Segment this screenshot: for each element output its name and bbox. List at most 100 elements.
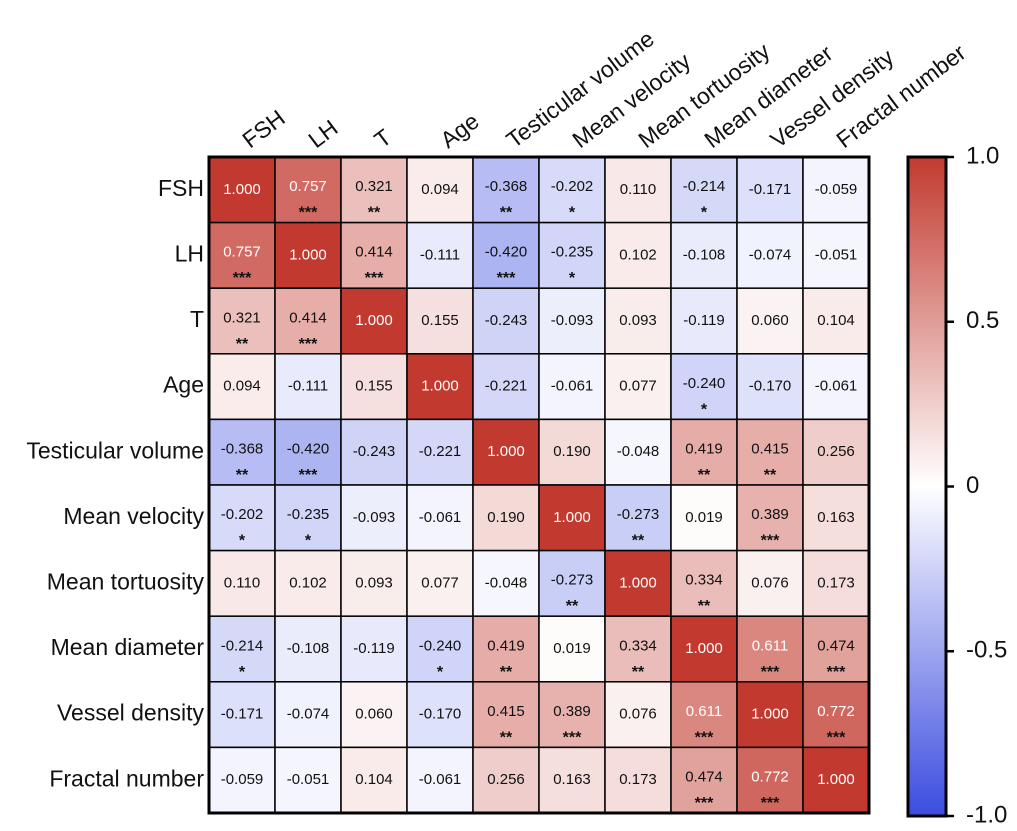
colorbar-ticks: 1.0 0.5 0 -0.5 -1.0 bbox=[946, 142, 1007, 828]
heatmap-cell: 0.611 *** bbox=[670, 681, 738, 749]
cell-value: 0.256 bbox=[817, 443, 855, 460]
cell-value: 1.000 bbox=[487, 443, 525, 460]
heatmap-cell: 0.389 *** bbox=[736, 484, 804, 552]
cell-rect bbox=[538, 156, 606, 224]
heatmap-cell: 0.334 ** bbox=[604, 615, 672, 683]
cell-significance: *** bbox=[497, 270, 516, 287]
cell-rect bbox=[472, 681, 540, 749]
cell-value: 0.757 bbox=[223, 244, 261, 261]
cell-value: 0.093 bbox=[355, 574, 393, 591]
row-label: Mean diameter bbox=[51, 634, 205, 660]
cell-value: 0.173 bbox=[817, 574, 855, 591]
cell-value: -0.059 bbox=[221, 771, 264, 788]
heatmap-cell: 0.321 ** bbox=[208, 287, 276, 355]
cell-rect bbox=[340, 484, 408, 552]
cell-value: -0.243 bbox=[353, 443, 396, 460]
heatmap-cell: -0.093 bbox=[340, 484, 408, 552]
cell-significance: * bbox=[305, 533, 312, 550]
heatmap-cell: -0.368 ** bbox=[472, 156, 540, 224]
cell-rect bbox=[208, 746, 276, 814]
heatmap-cell: 0.190 bbox=[538, 418, 606, 486]
cell-value: 0.334 bbox=[619, 637, 657, 654]
cell-value: 0.173 bbox=[619, 771, 657, 788]
heatmap-cell: 0.076 bbox=[736, 549, 804, 617]
cell-value: -0.061 bbox=[815, 378, 858, 395]
cell-value: -0.093 bbox=[551, 312, 594, 329]
cell-rect bbox=[274, 418, 342, 486]
cell-rect bbox=[736, 353, 804, 421]
heatmap-cell: -0.059 bbox=[208, 746, 276, 814]
cell-value: 0.611 bbox=[686, 703, 722, 720]
cell-rect bbox=[604, 615, 672, 683]
cell-rect bbox=[670, 156, 738, 224]
cell-significance: ** bbox=[698, 598, 711, 615]
heatmap-cell: -0.048 bbox=[472, 549, 540, 617]
cell-value: 0.321 bbox=[355, 178, 393, 195]
cell-value: -0.061 bbox=[551, 378, 594, 395]
cell-value: -0.093 bbox=[353, 509, 396, 526]
heatmap-cell: -0.235 * bbox=[538, 221, 606, 289]
cell-value: 0.772 bbox=[751, 769, 789, 786]
row-label: LH bbox=[175, 240, 204, 266]
cell-significance: ** bbox=[236, 467, 249, 484]
cell-rect bbox=[604, 221, 672, 289]
cell-value: 0.163 bbox=[553, 771, 591, 788]
heatmap-cell: -0.061 bbox=[406, 484, 474, 552]
cell-rect bbox=[736, 221, 804, 289]
heatmap-cell: 0.414 *** bbox=[274, 287, 342, 355]
cell-value: -0.273 bbox=[551, 572, 594, 589]
column-label: LH bbox=[303, 115, 342, 153]
heatmap-cell: -0.240 * bbox=[670, 353, 738, 421]
heatmap-cell: 0.190 bbox=[472, 484, 540, 552]
cell-significance: *** bbox=[827, 664, 846, 681]
cell-rect bbox=[406, 221, 474, 289]
heatmap-cell: 0.076 bbox=[604, 681, 672, 749]
cell-significance: *** bbox=[299, 336, 318, 353]
heatmap-cell: 1.000 bbox=[406, 353, 474, 421]
cell-value: -0.235 bbox=[551, 244, 594, 261]
heatmap-cell: 0.772 *** bbox=[736, 746, 804, 814]
heatmap-cell: 0.102 bbox=[274, 549, 342, 617]
row-label: Age bbox=[163, 372, 204, 398]
cell-significance: ** bbox=[236, 336, 249, 353]
heatmap-cell: -0.119 bbox=[670, 287, 738, 355]
cell-significance: ** bbox=[368, 205, 381, 222]
colorbar-tick-label: 1.0 bbox=[966, 142, 999, 169]
heatmap-cell: -0.243 bbox=[340, 418, 408, 486]
cell-rect bbox=[538, 746, 606, 814]
cell-value: 0.060 bbox=[355, 706, 393, 723]
cell-rect bbox=[472, 484, 540, 552]
row-label: Mean tortuosity bbox=[47, 568, 205, 594]
heatmap-cell: 0.093 bbox=[604, 287, 672, 355]
cell-rect bbox=[538, 353, 606, 421]
cell-rect bbox=[670, 746, 738, 814]
cell-significance: ** bbox=[632, 664, 645, 681]
cell-significance: *** bbox=[299, 205, 318, 222]
heatmap-cell: -0.119 bbox=[340, 615, 408, 683]
cell-value: -0.051 bbox=[287, 771, 330, 788]
cell-significance: *** bbox=[695, 795, 714, 812]
colorbar-gradient bbox=[906, 155, 948, 818]
heatmap-cell: -0.214 * bbox=[208, 615, 276, 683]
cell-value: 1.000 bbox=[553, 509, 591, 526]
heatmap-cells: 1.000 0.757***0.321**0.094 -0.368**-0.202*… bbox=[208, 156, 870, 814]
heatmap-cell: 0.104 bbox=[340, 746, 408, 814]
heatmap-cell: 1.000 bbox=[274, 221, 342, 289]
cell-value: 0.094 bbox=[223, 378, 261, 395]
cell-significance: *** bbox=[563, 729, 582, 746]
cell-rect bbox=[340, 615, 408, 683]
cell-rect bbox=[736, 615, 804, 683]
cell-value: -0.170 bbox=[749, 378, 792, 395]
heatmap-cell: -0.108 bbox=[274, 615, 342, 683]
cell-value: 0.414 bbox=[355, 244, 393, 261]
cell-rect bbox=[670, 681, 738, 749]
cell-value: -0.273 bbox=[617, 506, 660, 523]
cell-rect bbox=[736, 287, 804, 355]
cell-significance: ** bbox=[632, 533, 645, 550]
cell-rect bbox=[670, 418, 738, 486]
heatmap-cell: 0.060 bbox=[736, 287, 804, 355]
cell-rect bbox=[670, 287, 738, 355]
cell-value: 0.076 bbox=[751, 574, 789, 591]
cell-value: -0.368 bbox=[485, 178, 528, 195]
